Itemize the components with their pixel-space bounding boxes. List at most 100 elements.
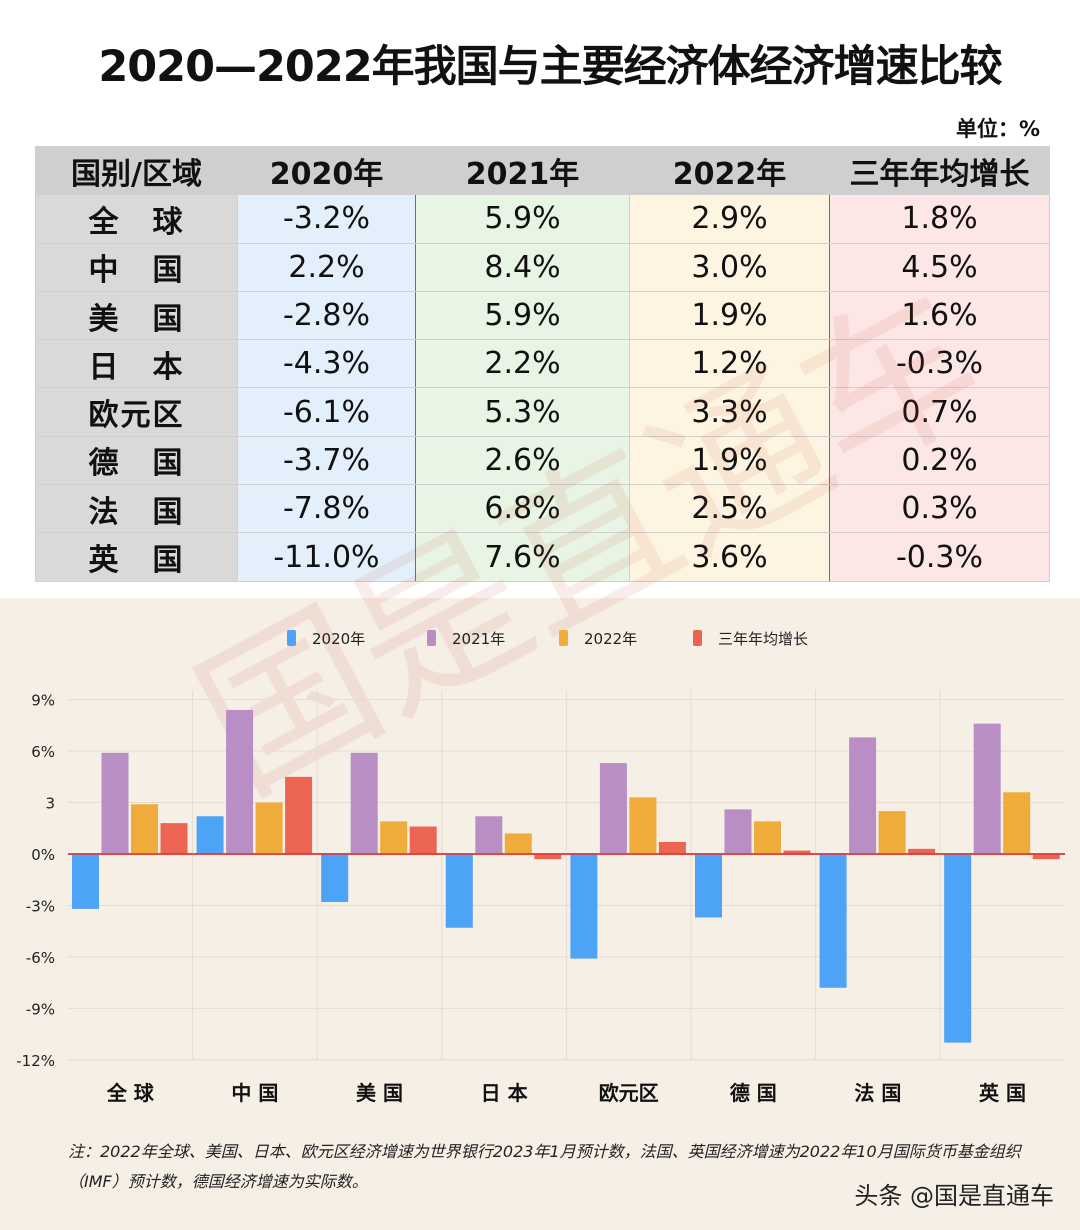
column-header: 2020年 xyxy=(237,145,416,196)
table-row: 欧元区 -6.1% 5.3% 3.3% 0.7% xyxy=(35,387,1050,437)
bar xyxy=(350,752,378,854)
x-tick-label: 全 球 xyxy=(106,1081,155,1105)
table-row: 全 球 -3.2% 5.9% 2.9% 1.8% xyxy=(35,194,1050,244)
value-cell: 4.5% xyxy=(829,242,1050,292)
value-cell: 5.3% xyxy=(415,387,630,437)
legend-swatch xyxy=(287,630,296,646)
y-tick-label: -12% xyxy=(16,1052,55,1070)
column-header: 2022年 xyxy=(629,145,830,196)
bar xyxy=(321,854,349,903)
bar xyxy=(754,821,781,854)
table-row: 德 国 -3.7% 2.6% 1.9% 0.2% xyxy=(35,435,1050,486)
table-row: 美 国 -2.8% 5.9% 1.9% 1.6% xyxy=(35,290,1050,341)
bar xyxy=(658,841,686,854)
footnote: 注：2022年全球、美国、日本、欧元区经济增速为世界银行2023年1月预计数，法… xyxy=(68,1142,1021,1191)
unit-label: 单位：% xyxy=(955,117,1040,141)
bar xyxy=(380,821,408,854)
legend-label: 2020年 xyxy=(312,630,365,648)
page-title: 2020—2022年我国与主要经济体经济增速比较 xyxy=(98,42,1002,92)
credit: 头条 @国是直通车 xyxy=(854,1182,1054,1210)
value-cell: 7.6% xyxy=(415,532,630,582)
bar xyxy=(160,823,188,854)
value-cell: 2.5% xyxy=(629,484,830,534)
region-cell: 英 国 xyxy=(35,532,238,582)
column-header: 2021年 xyxy=(415,145,630,196)
x-tick-label: 美 国 xyxy=(356,1081,403,1105)
value-cell: 0.3% xyxy=(829,484,1050,534)
value-cell: 5.9% xyxy=(415,194,630,244)
value-cell: 1.8% xyxy=(829,194,1050,244)
value-cell: 2.9% xyxy=(629,194,830,244)
region-cell: 欧元区 xyxy=(35,387,238,437)
bar xyxy=(255,802,283,854)
table-header-row: 国别/区域 2020年 2021年 2022年 三年年均增长 xyxy=(35,145,1050,196)
bar xyxy=(131,804,158,854)
x-tick-label: 中 国 xyxy=(231,1081,278,1105)
table-row: 法 国 -7.8% 6.8% 2.5% 0.3% xyxy=(35,484,1050,534)
bar xyxy=(534,854,562,860)
bar xyxy=(196,816,224,854)
bar xyxy=(445,854,473,928)
value-cell: -7.8% xyxy=(237,484,416,534)
value-cell: 1.2% xyxy=(629,339,830,389)
value-cell: 3.6% xyxy=(629,532,830,582)
legend-label: 2022年 xyxy=(584,630,637,648)
value-cell: -6.1% xyxy=(237,387,416,437)
bar xyxy=(504,833,532,854)
legend-label: 2021年 xyxy=(452,630,505,648)
region-cell: 美 国 xyxy=(35,290,238,341)
value-cell: 3.0% xyxy=(629,242,830,292)
table-row: 中 国 2.2% 8.4% 3.0% 4.5% xyxy=(35,242,1050,292)
value-cell: -11.0% xyxy=(237,532,416,582)
bar xyxy=(101,752,129,854)
region-cell: 德 国 xyxy=(35,435,238,486)
y-tick-label: 0% xyxy=(31,846,55,864)
bar xyxy=(849,737,877,854)
region-cell: 法 国 xyxy=(35,484,238,534)
y-tick-label: -9% xyxy=(26,1000,55,1018)
y-tick-label: 9% xyxy=(31,692,55,710)
bar xyxy=(878,811,906,854)
bar xyxy=(72,854,99,909)
bar xyxy=(409,826,437,854)
x-tick-label: 德 国 xyxy=(730,1081,777,1105)
bar xyxy=(783,850,811,854)
bar xyxy=(629,797,657,854)
y-tick-label: 3 xyxy=(45,795,55,813)
legend-swatch xyxy=(693,630,702,646)
value-cell: 1.9% xyxy=(629,435,830,486)
bar xyxy=(599,763,627,854)
value-cell: 6.8% xyxy=(415,484,630,534)
value-cell: 1.6% xyxy=(829,290,1050,341)
region-cell: 日 本 xyxy=(35,339,238,389)
value-cell: -0.3% xyxy=(829,339,1050,389)
bar xyxy=(1003,792,1031,854)
x-tick-label: 英 国 xyxy=(979,1081,1026,1105)
column-header: 三年年均增长 xyxy=(829,145,1050,196)
region-cell: 中 国 xyxy=(35,242,238,292)
x-tick-label: 法 国 xyxy=(854,1081,901,1105)
bar xyxy=(285,776,313,854)
bar xyxy=(908,848,936,854)
bar xyxy=(226,709,254,854)
bar xyxy=(1032,854,1060,860)
bar xyxy=(570,854,598,959)
chart-background xyxy=(0,598,1080,1230)
legend-swatch xyxy=(427,630,436,646)
region-cell: 全 球 xyxy=(35,194,238,244)
value-cell: 2.6% xyxy=(415,435,630,486)
x-tick-label: 欧元区 xyxy=(599,1081,659,1105)
value-cell: 0.7% xyxy=(829,387,1050,437)
growth-table: 国别/区域 2020年 2021年 2022年 三年年均增长 全 球 -3.2% 5.9% 2… xyxy=(35,145,1050,582)
y-tick-label: -6% xyxy=(26,949,55,967)
value-cell: -4.3% xyxy=(237,339,416,389)
legend-swatch xyxy=(559,630,568,646)
bar xyxy=(819,854,847,988)
table-row: 英 国 -11.0% 7.6% 3.6% -0.3% xyxy=(35,532,1050,582)
bar xyxy=(944,854,972,1043)
value-cell: 2.2% xyxy=(415,339,630,389)
legend-label: 三年年均增长 xyxy=(718,630,808,648)
bar xyxy=(475,816,503,854)
value-cell: -0.3% xyxy=(829,532,1050,582)
